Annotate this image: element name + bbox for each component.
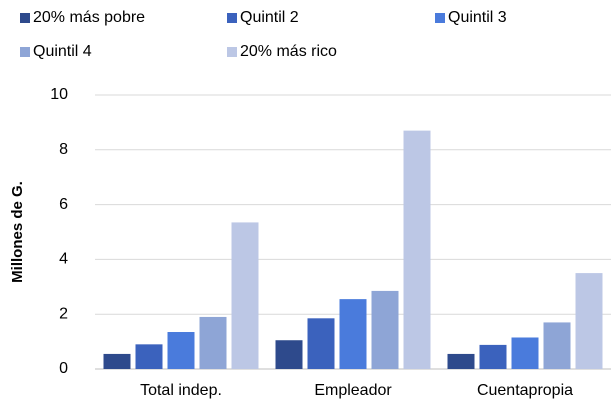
bar — [403, 130, 431, 369]
bar — [543, 322, 571, 369]
legend-swatch — [227, 13, 237, 23]
bar — [339, 299, 367, 369]
legend-swatch — [435, 13, 445, 23]
bar — [447, 353, 475, 369]
bar — [307, 318, 335, 369]
bar — [103, 353, 131, 369]
bar — [479, 344, 507, 369]
bar — [511, 337, 539, 369]
legend-swatch — [20, 13, 30, 23]
x-tick-label: Empleador — [314, 382, 392, 399]
y-axis-label: Millones de G. — [9, 181, 26, 283]
y-tick-label: 4 — [59, 251, 68, 268]
bar — [199, 316, 227, 369]
y-tick-label: 8 — [59, 141, 68, 158]
y-tick-label: 6 — [59, 196, 68, 213]
bar — [371, 290, 399, 369]
x-tick-label: Cuentapropia — [477, 382, 573, 399]
legend-swatch — [227, 47, 237, 57]
y-tick-label: 0 — [59, 360, 68, 377]
legend-label: Quintil 3 — [448, 9, 507, 26]
bar — [231, 222, 259, 369]
y-tick-label: 2 — [59, 305, 68, 322]
legend-label: Quintil 4 — [33, 43, 92, 60]
bar — [135, 344, 163, 369]
bar — [167, 332, 195, 369]
legend-label: 20% más pobre — [33, 9, 145, 26]
x-tick-label: Total indep. — [140, 382, 222, 399]
bar — [575, 273, 603, 369]
y-tick-label: 10 — [50, 86, 68, 103]
legend-label: 20% más rico — [240, 43, 337, 60]
legend-swatch — [20, 47, 30, 57]
bar — [275, 340, 303, 369]
legend-label: Quintil 2 — [240, 9, 299, 26]
